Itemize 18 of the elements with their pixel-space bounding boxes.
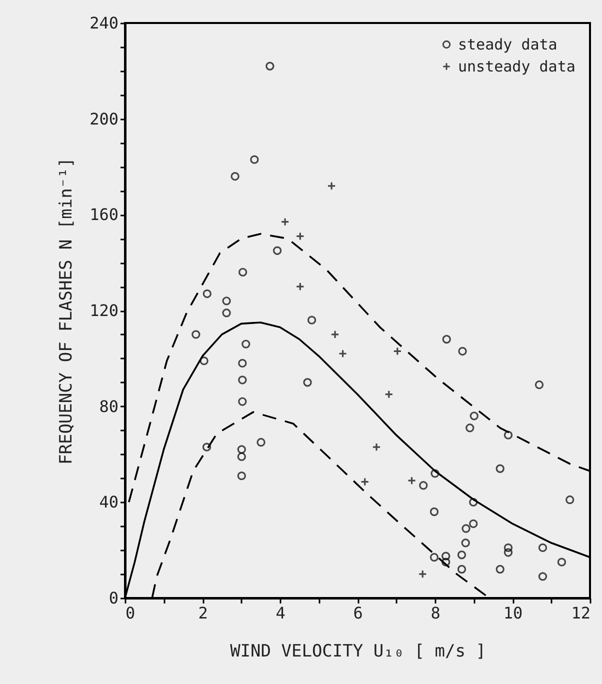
y-tick-label: 240 (90, 14, 118, 32)
x-tick-label: 2 (198, 604, 208, 622)
x-tick-label: 6 (353, 604, 363, 622)
x-tick-label: 4 (276, 604, 286, 622)
legend-label: unsteady data (458, 58, 576, 76)
y-tick-label: 160 (90, 205, 118, 224)
x-tick-label: 12 (571, 604, 590, 622)
x-tick-label: 8 (430, 604, 440, 622)
x-tick-label: 0 (126, 604, 136, 622)
y-tick-label: 80 (99, 396, 118, 416)
x-tick-label: 10 (503, 604, 523, 622)
y-tick-label: 120 (90, 301, 118, 320)
x-axis-title: WIND VELOCITY U₁₀ [ m/s ] (230, 642, 486, 662)
y-tick-label: 40 (99, 492, 118, 512)
y-tick-label: 0 (108, 588, 118, 608)
y-axis-title: FREQUENCY OF FLASHES N [min⁻¹] (56, 157, 77, 465)
legend-label: steady data (458, 36, 558, 54)
y-tick-label: 200 (90, 109, 118, 128)
